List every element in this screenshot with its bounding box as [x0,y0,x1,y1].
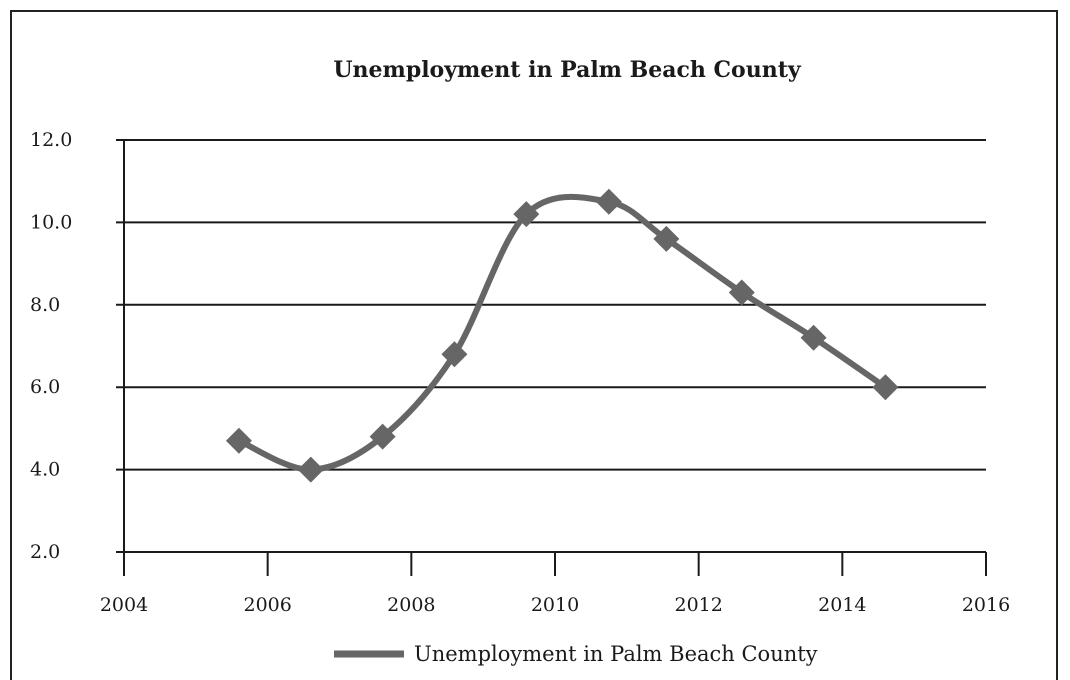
data-point-marker [872,374,899,401]
x-tick-labels: 2004 2006 2008 2010 2012 2014 2016 [100,594,1010,616]
x-tick-label: 2016 [962,594,1010,616]
chart-frame [10,10,1058,680]
data-point-marker [728,279,755,306]
axes [123,140,987,576]
y-tick-label: 8.0 [30,294,60,316]
x-tick-label: 2014 [818,594,866,616]
x-tick-label: 2006 [243,594,291,616]
y-tick-labels: 2.0 4.0 6.0 8.0 10.0 12.0 [30,129,72,563]
x-tick-label: 2008 [387,594,435,616]
data-point-marker [297,456,324,483]
gridlines [116,139,986,553]
data-point-marker [441,341,468,368]
y-tick-label: 12.0 [30,129,72,151]
y-tick-label: 2.0 [30,541,60,563]
x-tick-label: 2010 [531,594,579,616]
data-point-marker [369,423,396,450]
x-tick-label: 2004 [100,594,148,616]
data-point-marker [225,427,252,454]
data-point-marker [595,188,622,215]
y-tick-label: 4.0 [30,459,60,481]
data-point-marker [513,201,540,228]
legend-label: Unemployment in Palm Beach County [414,642,818,666]
data-point-marker [800,324,827,351]
y-tick-label: 6.0 [30,376,60,398]
data-point-marker [653,225,680,252]
series-group [225,188,899,483]
x-tick-label: 2012 [674,594,722,616]
y-tick-label: 10.0 [30,211,72,233]
series-line [237,193,888,473]
chart-title: Unemployment in Palm Beach County [333,57,801,83]
legend: Unemployment in Palm Beach County [334,642,818,666]
